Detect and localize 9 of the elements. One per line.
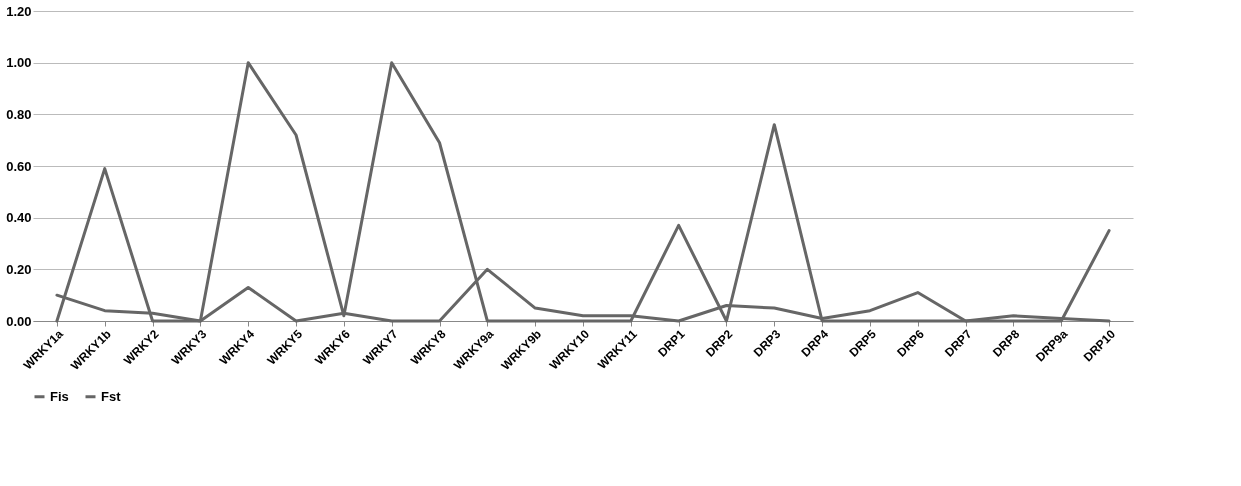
legend-label: Fst (101, 388, 122, 404)
y-tick-label: 0.20 (6, 261, 32, 277)
y-tick-label: 1.00 (6, 55, 32, 71)
legend-label: Fis (50, 388, 69, 404)
y-tick-label: 0.60 (6, 158, 32, 174)
y-tick-label: 0.80 (6, 106, 32, 122)
y-tick-label: 1.20 (6, 3, 32, 19)
y-tick-label: 0.40 (6, 210, 32, 226)
y-tick-label: 0.00 (6, 313, 32, 329)
